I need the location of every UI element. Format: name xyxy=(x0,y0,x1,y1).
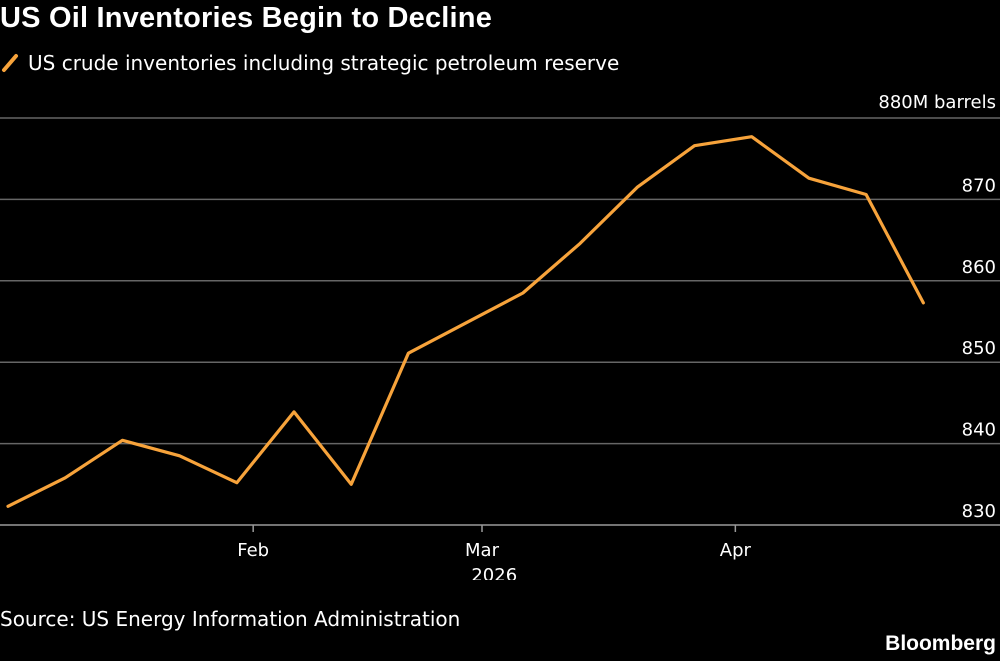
x-tick-label: Feb xyxy=(237,540,269,561)
series-line xyxy=(6,135,925,508)
series-layer xyxy=(6,135,925,508)
y-tick-label: 860 xyxy=(962,257,996,278)
legend: US crude inventories including strategic… xyxy=(0,48,619,78)
brand-logo: Bloomberg xyxy=(885,632,996,655)
y-tick-label: 850 xyxy=(962,338,996,359)
chart-title: US Oil Inventories Begin to Decline xyxy=(0,2,493,34)
line-chart: 830 840 850 860 870 880M barrels Feb Mar Apr 202… xyxy=(0,92,1000,580)
source-note: Source: US Energy Information Administra… xyxy=(0,607,461,631)
legend-label: US crude inventories including strategic… xyxy=(28,51,620,75)
x-tick-label: Apr xyxy=(720,540,752,561)
x-axis: Feb Mar Apr 2026 xyxy=(0,524,1000,580)
y-tick-label: 840 xyxy=(962,420,996,441)
y-tick-label: 830 xyxy=(962,501,996,522)
y-unit-label: 880M barrels xyxy=(878,92,996,113)
x-year-label: 2026 xyxy=(471,565,517,580)
x-tick-label: Mar xyxy=(465,540,500,561)
gridlines xyxy=(0,117,1000,445)
legend-swatch-icon xyxy=(2,54,18,72)
y-tick-label: 870 xyxy=(962,175,996,196)
y-axis-labels: 830 840 850 860 870 880M barrels xyxy=(878,92,996,522)
